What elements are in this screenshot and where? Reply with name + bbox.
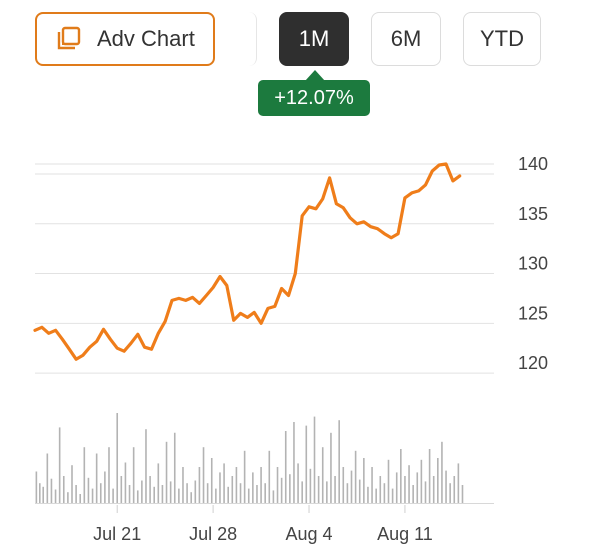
x-tick-label: Jul 28 (189, 524, 237, 544)
x-tick-label: Aug 4 (286, 524, 333, 544)
adv-chart-button[interactable]: Adv Chart (35, 12, 215, 66)
price-chart[interactable]: 140 135 130 125 120 Jul 21 Jul 28 Aug 4 Aug 11 (0, 140, 600, 553)
change-pill-pointer (305, 70, 325, 81)
range-ytd-button[interactable]: YTD (463, 12, 541, 66)
y-tick-label: 140 (518, 154, 548, 174)
change-percent-badge: +12.07% (258, 80, 370, 116)
adv-chart-label: Adv Chart (97, 26, 195, 51)
toolbar-divider (246, 12, 257, 66)
x-tick-label: Aug 11 (377, 524, 433, 544)
y-tick-label: 120 (518, 353, 548, 373)
range-1m-button[interactable]: 1M (279, 12, 349, 66)
x-tick-label: Jul 21 (93, 524, 141, 544)
y-tick-label: 130 (518, 254, 548, 274)
price-line (33, 162, 462, 361)
y-tick-label: 135 (518, 204, 548, 224)
chart-layers-icon (55, 26, 81, 52)
range-6m-button[interactable]: 6M (371, 12, 441, 66)
y-tick-label: 125 (518, 303, 548, 323)
